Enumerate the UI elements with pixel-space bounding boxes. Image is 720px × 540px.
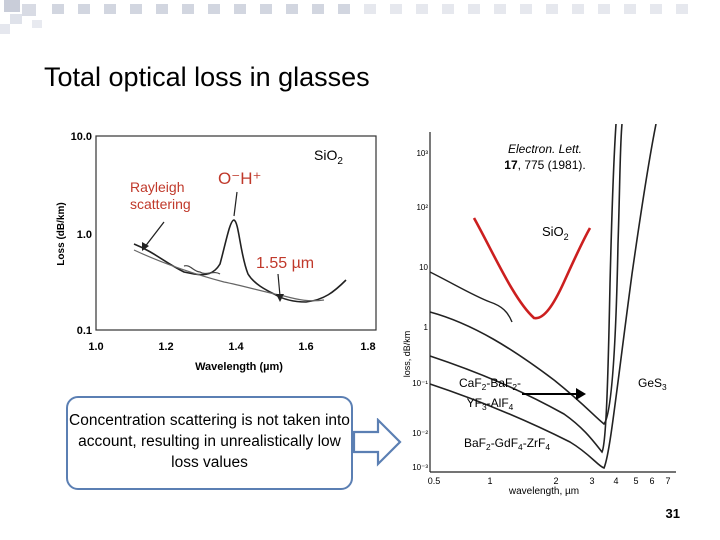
header-decoration xyxy=(0,0,688,34)
right-xtick-label: 3 xyxy=(589,476,594,486)
rayleigh-arrow-head xyxy=(142,242,149,251)
wavelength-155-label: 1.55 µm xyxy=(256,255,314,272)
right-x-axis-label: wavelength, µm xyxy=(508,486,579,496)
left-ytick-label: 1.0 xyxy=(77,229,92,241)
left-loss-chart: 10.0 1.0 0.1 1.0 1.2 1.4 1.6 1.8 Wavelen… xyxy=(56,131,377,373)
right-xtick-label: 4 xyxy=(613,476,618,486)
rayleigh-label: Rayleigh scattering xyxy=(130,179,191,212)
right-ytick-label: 10⁻² xyxy=(412,429,428,438)
left-x-axis-label: Wavelength (µm) xyxy=(195,361,283,373)
oh-label: O⁻H⁺ xyxy=(218,169,261,188)
left-xtick-label: 1.0 xyxy=(88,341,103,353)
page-number: 31 xyxy=(665,506,680,521)
caf2-label: CaF2-BaF2- YF3-AlF4 xyxy=(458,376,522,412)
right-ytick-label: 10⁻¹ xyxy=(412,379,428,388)
sio2-black-curve xyxy=(429,271,513,323)
right-xtick-label: 6 xyxy=(649,476,654,486)
right-ytick-label: 1 xyxy=(424,323,429,332)
left-total-loss-curve xyxy=(133,219,347,303)
ges3-label: GeS3 xyxy=(638,376,667,392)
baf2-curve xyxy=(429,124,657,469)
rayleigh-arrow xyxy=(143,221,165,249)
right-ytick-label: 10⁻³ xyxy=(412,463,428,472)
slide-title: Total optical loss in glasses xyxy=(44,62,370,92)
left-ytick-label: 10.0 xyxy=(71,131,92,143)
caf2-arrow xyxy=(522,388,586,400)
reference-citation: Electron. Lett. 17, 775 (1981). xyxy=(504,142,586,172)
left-xtick-label: 1.2 xyxy=(158,341,173,353)
sio2-red-curve xyxy=(472,217,592,320)
right-ytick-label: 10 xyxy=(419,263,428,272)
left-chart-frame xyxy=(95,135,377,331)
callout-box: Concentration scattering is not taken in… xyxy=(66,396,353,490)
left-xtick-label: 1.8 xyxy=(360,341,375,353)
right-sio2-label: SiO2 xyxy=(542,224,569,242)
block-arrow-icon xyxy=(352,418,402,467)
left-ytick-label: 0.1 xyxy=(77,325,92,337)
left-sio2-label: SiO2 xyxy=(314,147,343,167)
right-ytick-label: 10³ xyxy=(416,149,428,158)
right-xtick-label: 2 xyxy=(553,476,558,486)
right-xtick-label: 1 xyxy=(487,476,492,486)
left-y-axis-label: Loss (dB/km) xyxy=(56,202,67,265)
right-y-axis-label: loss, dB/km xyxy=(402,331,412,378)
left-xtick-label: 1.4 xyxy=(228,341,244,353)
right-ytick-label: 10² xyxy=(416,203,428,212)
right-xtick-label: 0.5 xyxy=(428,476,441,486)
right-xtick-label: 5 xyxy=(633,476,638,486)
right-xtick-label: 7 xyxy=(665,476,670,486)
caf2-curve xyxy=(429,124,617,454)
left-xtick-label: 1.6 xyxy=(298,341,313,353)
right-loss-chart: 10³ 10² 10 1 10⁻¹ 10⁻² 10⁻³ 0.5 1 2 3 4 … xyxy=(402,124,676,496)
left-secondary-curve xyxy=(183,265,221,275)
baf2-label: BaF2-GdF4-ZrF4 xyxy=(464,436,551,452)
left-rayleigh-curve xyxy=(133,249,325,302)
